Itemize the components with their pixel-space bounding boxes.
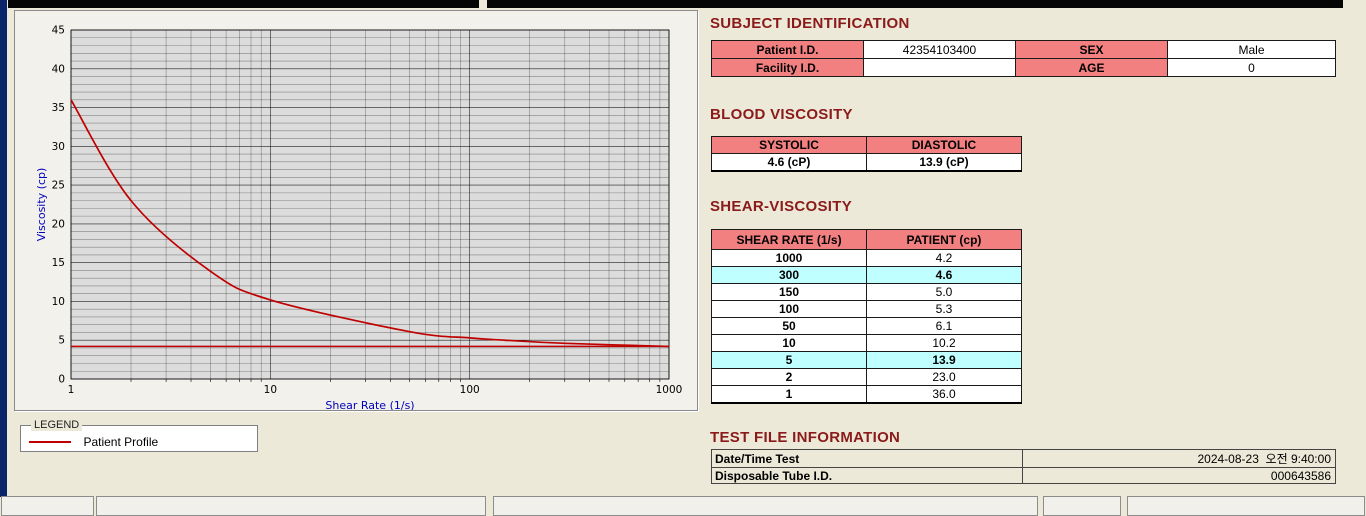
window-top-edge-bar-left <box>8 0 479 8</box>
svg-text:10: 10 <box>264 384 277 396</box>
sex-label: SEX <box>1015 40 1168 59</box>
section-title-subject: SUBJECT IDENTIFICATION <box>710 15 910 32</box>
patient-cp-cell: 13.9 <box>866 351 1022 369</box>
patient-cp-cell: 4.2 <box>866 249 1022 267</box>
svg-text:5: 5 <box>58 335 65 347</box>
shear-rate-cell: 100 <box>711 300 867 318</box>
section-title-shear-viscosity: SHEAR-VISCOSITY <box>710 198 853 215</box>
patient-cp-cell: 10.2 <box>866 334 1022 352</box>
age-label: AGE <box>1015 58 1168 77</box>
diastolic-header: DIASTOLIC <box>866 136 1022 154</box>
chart-legend: LEGEND Patient Profile <box>20 419 258 452</box>
window-top-edge-bar-right <box>487 0 1343 8</box>
patient-cp-cell: 6.1 <box>866 317 1022 335</box>
shear-rate-cell: 2 <box>711 368 867 386</box>
systolic-header: SYSTOLIC <box>711 136 867 154</box>
legend-line-sample <box>29 440 71 443</box>
svg-text:Viscosity (cp): Viscosity (cp) <box>35 168 48 242</box>
shear-rate-cell: 1 <box>711 385 867 403</box>
shear-row: 1000 4.2 <box>711 249 1022 267</box>
shear-row: 2 23.0 <box>711 368 1022 386</box>
svg-text:45: 45 <box>52 25 65 37</box>
legend-series-label: Patient Profile <box>83 434 159 449</box>
facility-id-value <box>863 58 1016 77</box>
bottom-panel-fragment <box>1043 496 1121 516</box>
svg-text:1000: 1000 <box>656 384 683 396</box>
patient-id-value: 42354103400 <box>863 40 1016 59</box>
shear-row: 5 13.9 <box>711 351 1022 369</box>
diastolic-value: 13.9 (cP) <box>866 153 1022 171</box>
age-value: 0 <box>1167 58 1336 77</box>
sex-value: Male <box>1167 40 1336 59</box>
patient-cp-cell: 36.0 <box>866 385 1022 403</box>
svg-text:20: 20 <box>52 218 65 230</box>
legend-title: LEGEND <box>31 419 83 431</box>
table-row: Patient I.D. 42354103400 SEX Male <box>711 40 1336 59</box>
bottom-panel-fragment <box>96 496 486 516</box>
shear-row: 100 5.3 <box>711 300 1022 318</box>
patient-id-label: Patient I.D. <box>711 40 864 59</box>
svg-text:10: 10 <box>52 296 65 308</box>
viscosity-plot: 0 5 10 15 20 25 30 35 40 45 1 10 100 1000 Viscosity (c… <box>35 25 683 411</box>
datetime-value: 2024-08-23 오전 9:40:00 <box>1022 449 1336 468</box>
svg-text:40: 40 <box>52 63 65 75</box>
svg-text:35: 35 <box>52 102 65 114</box>
patient-cp-cell: 5.0 <box>866 283 1022 301</box>
table-row: Disposable Tube I.D. 000643586 <box>711 467 1336 484</box>
datetime-label: Date/Time Test <box>711 449 1023 468</box>
svg-text:0: 0 <box>58 374 65 386</box>
table-row: Facility I.D. AGE 0 <box>711 58 1336 77</box>
window-left-edge-bar <box>0 0 7 497</box>
blood-viscosity-table: SYSTOLIC DIASTOLIC 4.6 (cP) 13.9 (cP) <box>711 136 1022 172</box>
shear-row: 150 5.0 <box>711 283 1022 301</box>
svg-text:100: 100 <box>460 384 480 396</box>
subject-table: Patient I.D. 42354103400 SEX Male Facili… <box>711 40 1336 77</box>
shear-rate-cell: 150 <box>711 283 867 301</box>
systolic-value: 4.6 (cP) <box>711 153 867 171</box>
shear-rate-cell: 10 <box>711 334 867 352</box>
shear-rate-cell: 50 <box>711 317 867 335</box>
table-row: 4.6 (cP) 13.9 (cP) <box>711 153 1022 171</box>
shear-rate-cell: 5 <box>711 351 867 369</box>
svg-text:30: 30 <box>52 141 65 153</box>
shear-rate-cell: 300 <box>711 266 867 284</box>
patient-cp-cell: 4.6 <box>866 266 1022 284</box>
svg-text:Shear Rate (1/s): Shear Rate (1/s) <box>325 399 414 410</box>
table-row: SYSTOLIC DIASTOLIC <box>711 136 1022 154</box>
test-file-table: Date/Time Test 2024-08-23 오전 9:40:00 Dis… <box>711 449 1336 484</box>
svg-text:25: 25 <box>52 180 65 192</box>
svg-text:1: 1 <box>68 384 75 396</box>
table-header-row: SHEAR RATE (1/s) PATIENT (cp) <box>711 229 1022 250</box>
tube-id-label: Disposable Tube I.D. <box>711 467 1023 484</box>
shear-rate-cell: 1000 <box>711 249 867 267</box>
svg-text:15: 15 <box>52 257 65 269</box>
shear-row: 1 36.0 <box>711 385 1022 403</box>
bottom-panel-fragment <box>493 496 1038 516</box>
section-title-test-file: TEST FILE INFORMATION <box>710 429 901 446</box>
tube-id-value: 000643586 <box>1022 467 1336 484</box>
viscosity-chart-panel: 0 5 10 15 20 25 30 35 40 45 1 10 100 1000 Viscosity (c… <box>14 10 698 411</box>
bottom-panel-fragment <box>1127 496 1365 516</box>
patient-cp-cell: 23.0 <box>866 368 1022 386</box>
bottom-panel-fragment <box>1 496 94 516</box>
shear-viscosity-table: SHEAR RATE (1/s) PATIENT (cp) 1000 4.2 300… <box>711 229 1022 404</box>
table-row: Date/Time Test 2024-08-23 오전 9:40:00 <box>711 449 1336 468</box>
patient-cp-header: PATIENT (cp) <box>866 229 1022 250</box>
shear-rate-header: SHEAR RATE (1/s) <box>711 229 867 250</box>
shear-row: 300 4.6 <box>711 266 1022 284</box>
shear-row: 10 10.2 <box>711 334 1022 352</box>
section-title-blood-viscosity: BLOOD VISCOSITY <box>710 106 853 123</box>
facility-id-label: Facility I.D. <box>711 58 864 77</box>
patient-cp-cell: 5.3 <box>866 300 1022 318</box>
shear-row: 50 6.1 <box>711 317 1022 335</box>
